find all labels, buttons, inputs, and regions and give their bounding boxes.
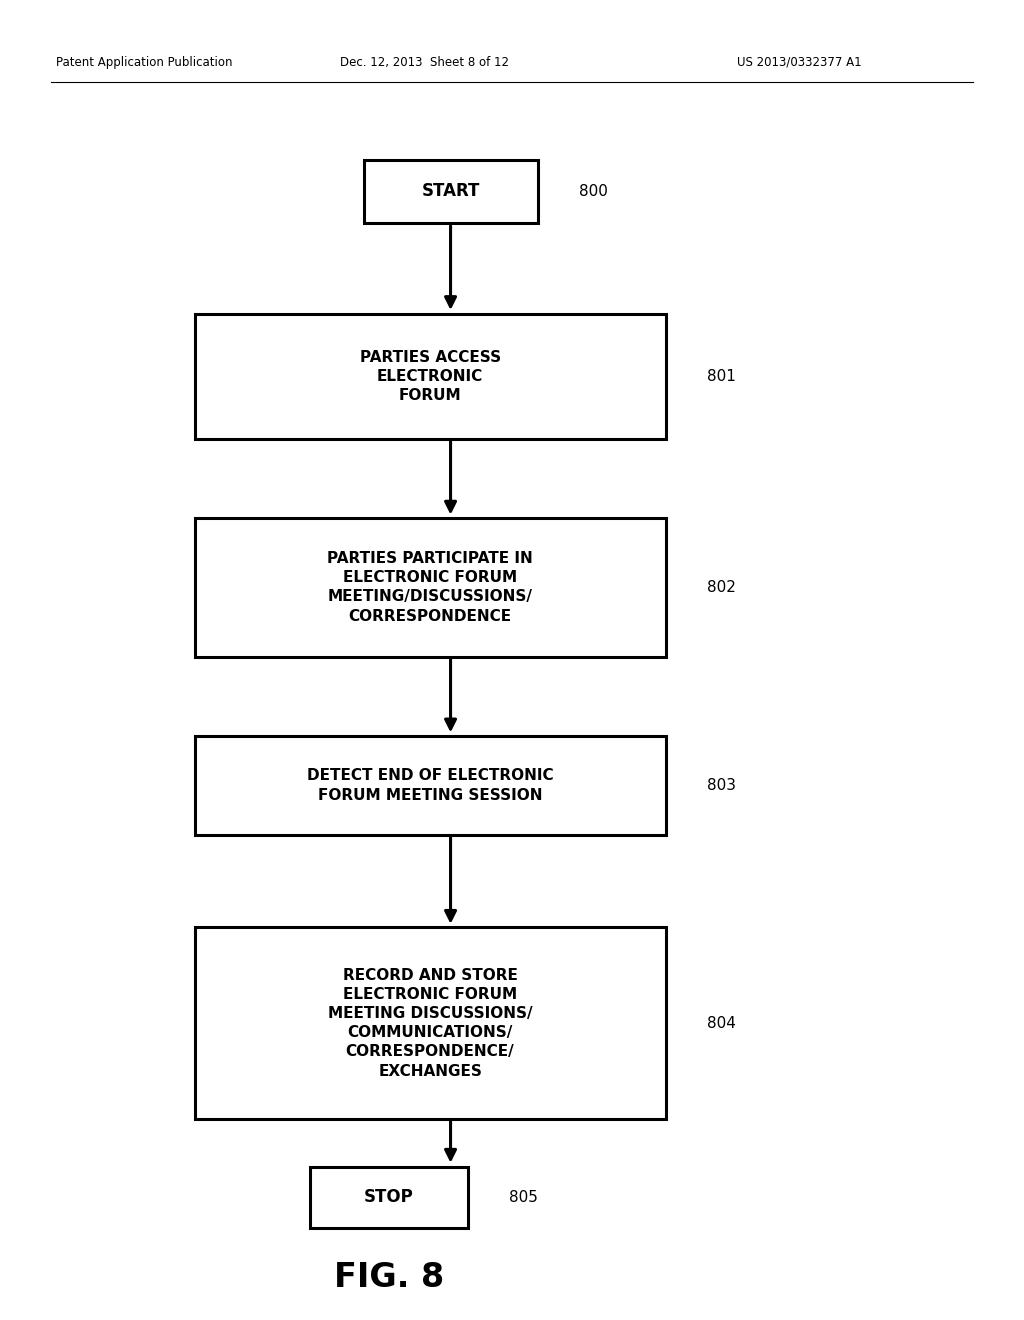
Text: Dec. 12, 2013  Sheet 8 of 12: Dec. 12, 2013 Sheet 8 of 12 xyxy=(340,55,510,69)
Text: 804: 804 xyxy=(707,1015,735,1031)
Text: START: START xyxy=(421,182,480,201)
Text: PARTIES ACCESS
ELECTRONIC
FORUM: PARTIES ACCESS ELECTRONIC FORUM xyxy=(359,350,501,403)
FancyBboxPatch shape xyxy=(195,927,666,1118)
FancyBboxPatch shape xyxy=(195,737,666,834)
Text: 802: 802 xyxy=(707,579,735,595)
FancyBboxPatch shape xyxy=(195,517,666,656)
Text: 800: 800 xyxy=(579,183,607,199)
Text: DETECT END OF ELECTRONIC
FORUM MEETING SESSION: DETECT END OF ELECTRONIC FORUM MEETING S… xyxy=(307,768,553,803)
FancyBboxPatch shape xyxy=(195,314,666,438)
Text: STOP: STOP xyxy=(365,1188,414,1206)
Text: 805: 805 xyxy=(510,1189,539,1205)
Text: US 2013/0332377 A1: US 2013/0332377 A1 xyxy=(737,55,862,69)
Text: Patent Application Publication: Patent Application Publication xyxy=(56,55,232,69)
Text: PARTIES PARTICIPATE IN
ELECTRONIC FORUM
MEETING/DISCUSSIONS/
CORRESPONDENCE: PARTIES PARTICIPATE IN ELECTRONIC FORUM … xyxy=(328,552,532,623)
Text: 801: 801 xyxy=(707,368,735,384)
FancyBboxPatch shape xyxy=(364,160,538,223)
Text: 803: 803 xyxy=(707,777,735,793)
Text: RECORD AND STORE
ELECTRONIC FORUM
MEETING DISCUSSIONS/
COMMUNICATIONS/
CORRESPON: RECORD AND STORE ELECTRONIC FORUM MEETIN… xyxy=(328,968,532,1078)
Text: FIG. 8: FIG. 8 xyxy=(334,1262,444,1294)
FancyBboxPatch shape xyxy=(309,1167,469,1228)
